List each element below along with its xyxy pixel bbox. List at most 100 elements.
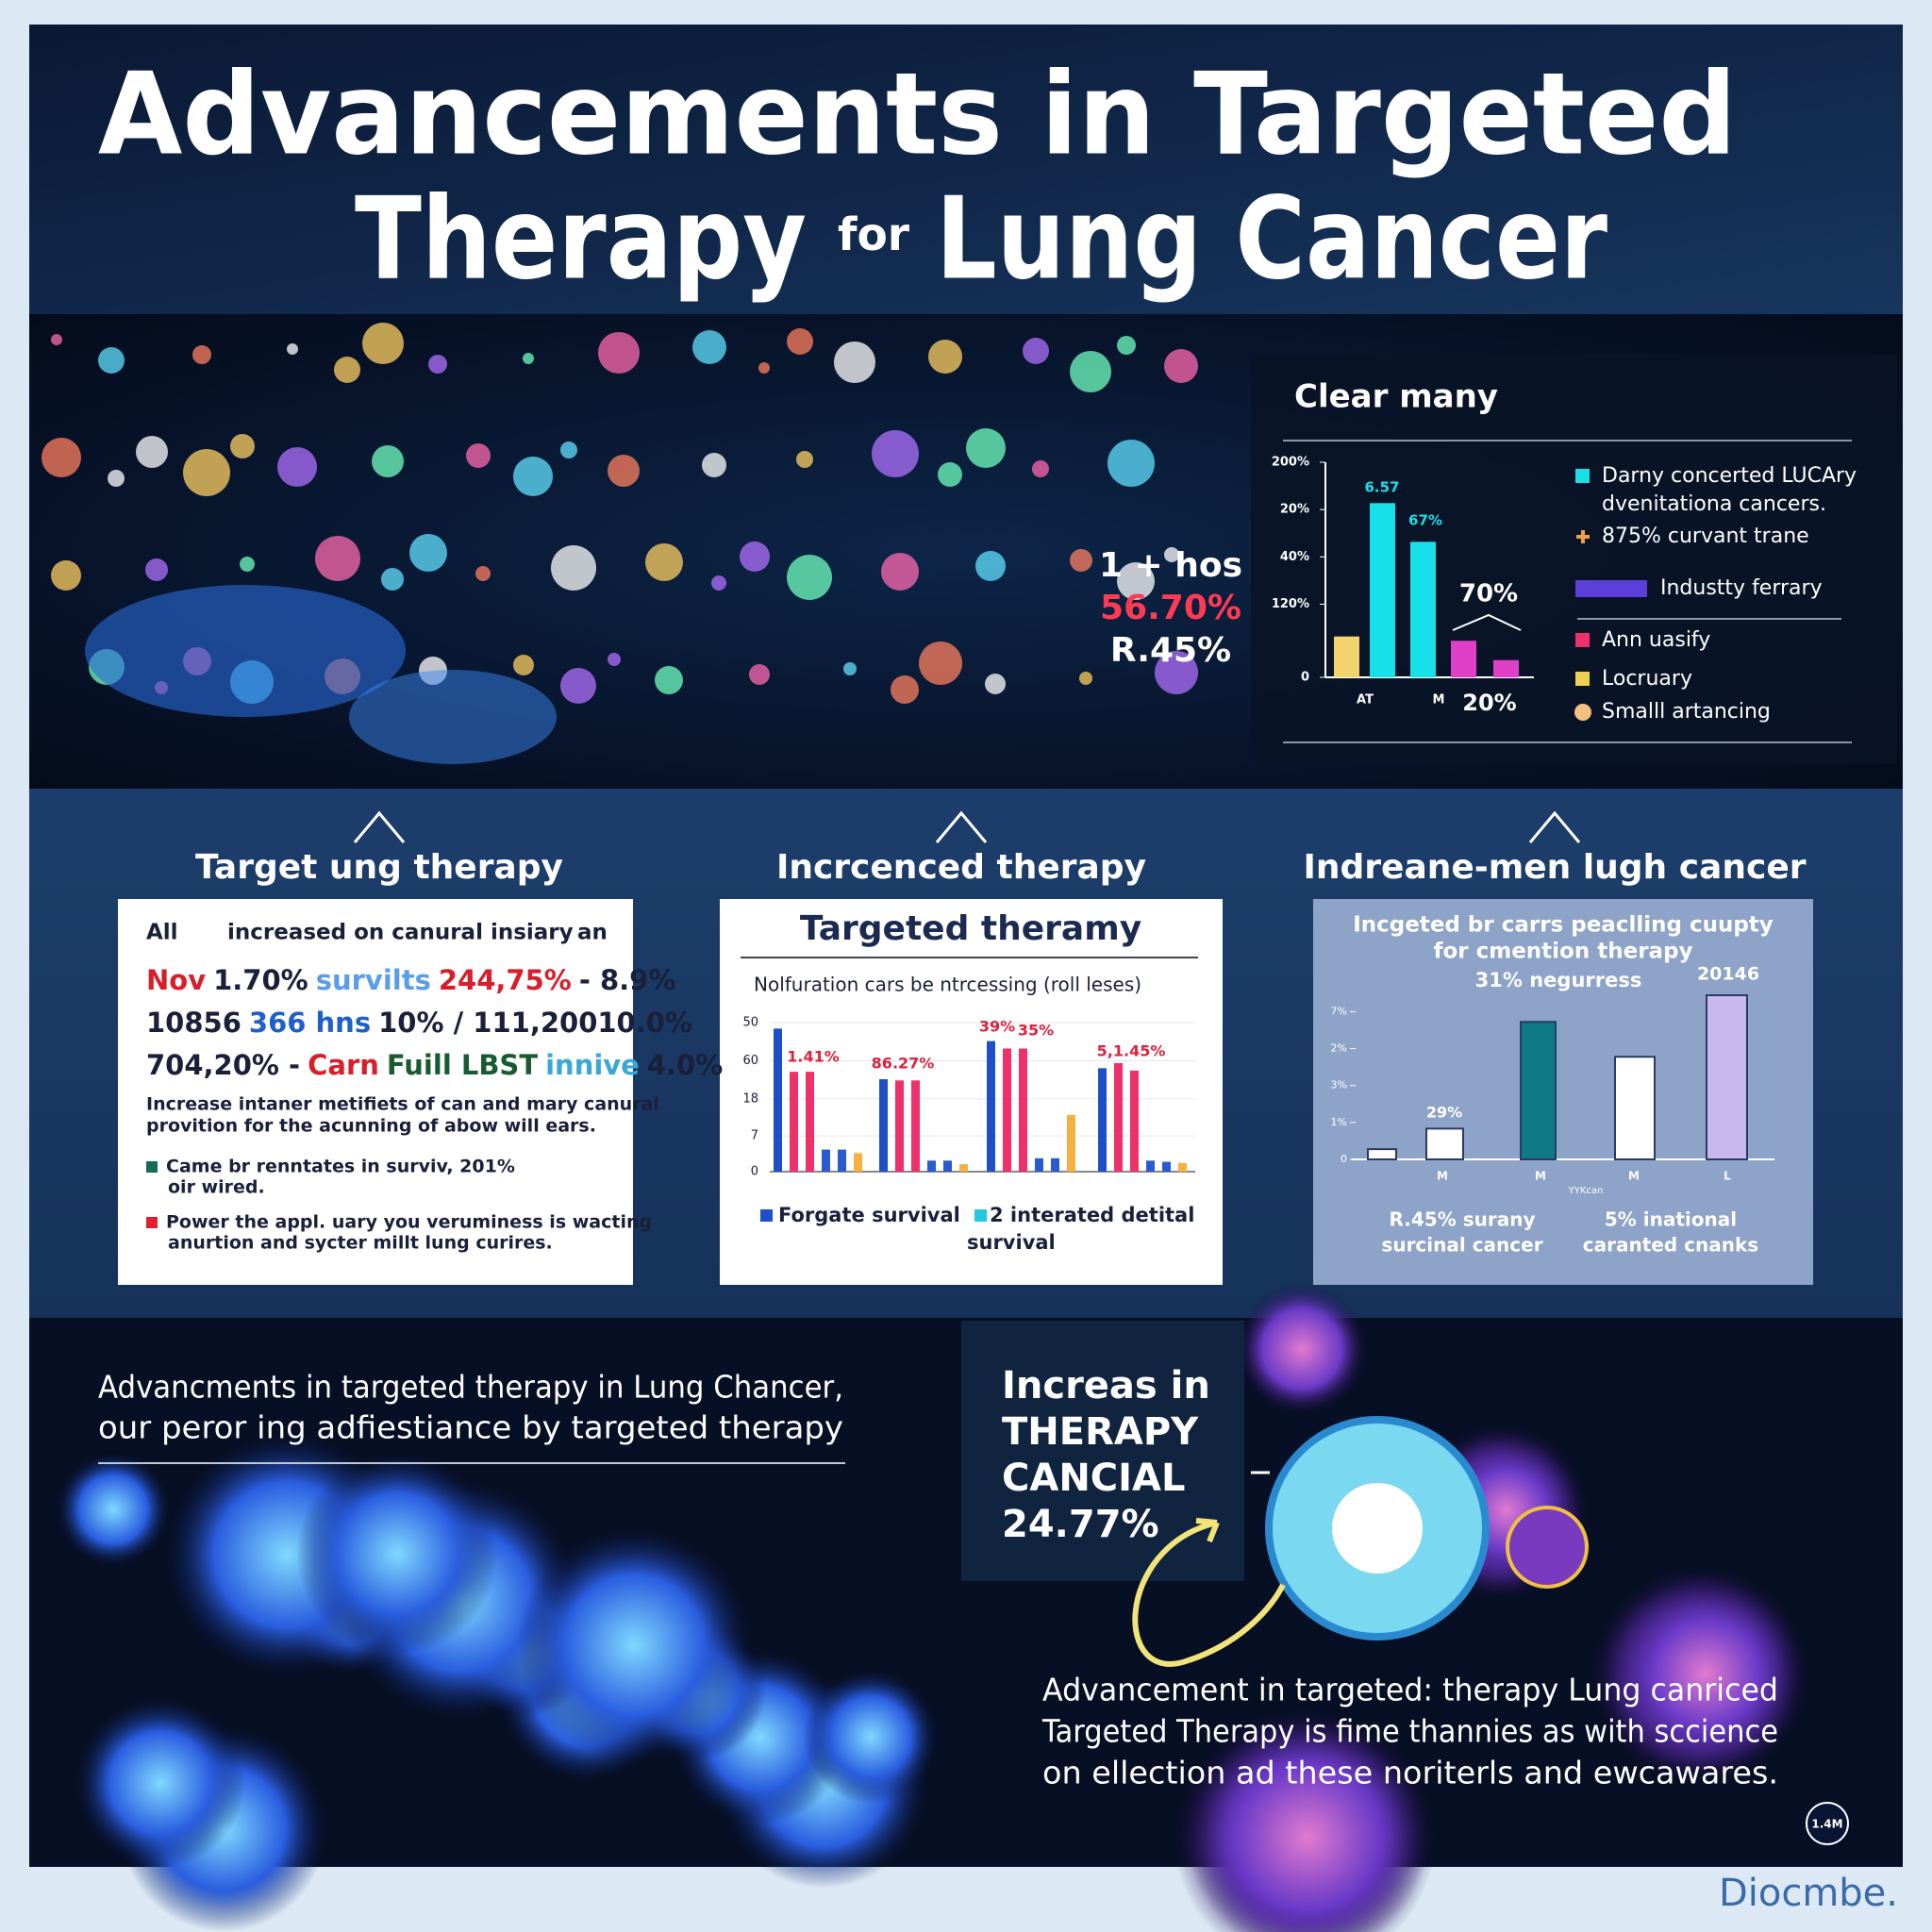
- molecule: [183, 449, 230, 496]
- x-tick-label: M: [1433, 693, 1445, 708]
- molecule: [145, 558, 168, 581]
- bullet: [146, 1161, 158, 1173]
- y-tick-label: 120%: [1272, 597, 1309, 611]
- x-tick-label: AT: [1357, 693, 1374, 708]
- y-tick-label: 50: [742, 1016, 758, 1030]
- legend-label: survival: [967, 1231, 1056, 1254]
- cell: [1187, 1717, 1428, 1932]
- x-tick-label: L: [1724, 1170, 1731, 1183]
- molecule: [598, 332, 640, 374]
- molecule: [928, 340, 962, 374]
- panel-header: All: [146, 921, 178, 945]
- molecule: [891, 675, 919, 704]
- bar: [1051, 1158, 1059, 1172]
- legend-marker: [1576, 530, 1590, 543]
- bullet-text: Power the appl. uary you veruminess is w…: [166, 1212, 652, 1233]
- callout-text: THERAPY: [1002, 1410, 1199, 1454]
- molecule: [287, 343, 298, 355]
- stat-segment: Carn: [308, 1049, 379, 1081]
- molecule: [843, 662, 857, 675]
- molecule: [645, 543, 683, 581]
- panel-subtitle: Nolfuration cars be ntrcessing (roll les…: [754, 974, 1141, 996]
- glove: [349, 670, 557, 764]
- caption: 5% inational: [1605, 1208, 1737, 1231]
- callout-text: Increas in: [1002, 1364, 1210, 1407]
- title-band: [29, 25, 1903, 314]
- cell: [1506, 1506, 1589, 1589]
- cell: [804, 1670, 938, 1804]
- molecule: [560, 441, 577, 458]
- caret: [1528, 810, 1581, 843]
- molecule: [1032, 460, 1049, 477]
- annotation: 67%: [1408, 512, 1442, 529]
- molecule: [1108, 440, 1155, 487]
- molecule: [98, 347, 125, 374]
- molecule: [1155, 651, 1198, 694]
- stat-segment: 704,20% -: [146, 1049, 300, 1081]
- stat-segment: innive: [545, 1049, 640, 1081]
- molecule: [758, 362, 770, 374]
- molecule: [655, 666, 683, 694]
- y-tick-label: 7: [751, 1129, 758, 1143]
- panel-title: for cmention therapy: [1433, 940, 1692, 964]
- stat-segment: 10% / 111,20010.0%: [378, 1007, 692, 1039]
- glove: [85, 585, 406, 717]
- molecule: [51, 334, 62, 345]
- bullet-text: Came br renntates in surviv, 201%: [166, 1157, 515, 1177]
- annotation: 6.57: [1364, 479, 1399, 496]
- legend-label: Darny concerted LUCAry: [1602, 464, 1857, 488]
- body-text: Advancement in targeted: therapy Lung ca…: [1042, 1672, 1778, 1708]
- y-tick-label: 0: [1301, 671, 1309, 685]
- molecule: [466, 443, 491, 468]
- section-heading: Incrcenced therapy: [776, 848, 1146, 887]
- molecule: [881, 553, 919, 591]
- stat-segment: 244,75%: [439, 964, 572, 996]
- title: Therapy: [355, 175, 807, 306]
- legend-marker: [1575, 672, 1590, 686]
- molecule: [428, 355, 447, 374]
- caption: surcinal cancer: [1381, 1234, 1542, 1257]
- panel-subtitle: 31% negurress: [1475, 969, 1642, 991]
- stat-row: Nov 1.70% survilts 244,75% - 8.9%: [146, 964, 675, 996]
- annotation: 29%: [1426, 1104, 1462, 1122]
- bar: [854, 1153, 862, 1172]
- bullet-text: oir wired.: [168, 1177, 265, 1198]
- molecule: [796, 451, 813, 468]
- bar: [1520, 1021, 1557, 1161]
- y-tick-label: 0: [751, 1165, 758, 1179]
- molecule: [560, 668, 596, 704]
- molecule: [787, 555, 832, 600]
- molecule: [315, 536, 360, 581]
- x-tick-label: 20%: [1462, 690, 1516, 716]
- molecule: [1070, 351, 1111, 392]
- bar: [1035, 1158, 1043, 1172]
- molecule: [334, 357, 360, 383]
- legend-label: Smalll artancing: [1602, 700, 1771, 724]
- stat-segment: 366 hns: [249, 1007, 371, 1039]
- legend-label: Industty ferrary: [1660, 576, 1823, 600]
- bar: [1410, 541, 1436, 677]
- bar: [879, 1079, 888, 1172]
- cell: [1236, 1283, 1368, 1415]
- legend-marker: [1575, 469, 1590, 483]
- molecule: [372, 445, 404, 477]
- y-tick-label: 18: [742, 1091, 758, 1106]
- molecule: [108, 470, 125, 487]
- stat-row: 704,20% - Carn Fuill LBST innive 4.0%: [146, 1049, 723, 1081]
- legend-marker: [1575, 580, 1647, 597]
- paragraph: Increase intaner metifiets of can and ma…: [146, 1094, 659, 1115]
- molecule: [1164, 349, 1198, 383]
- footer: Diocmbe.: [1719, 1872, 1898, 1915]
- bar: [943, 1160, 952, 1172]
- x-tick-label: M: [1535, 1170, 1546, 1183]
- callout-box: [961, 1321, 1244, 1581]
- molecule: [240, 557, 255, 572]
- molecule: [1079, 672, 1092, 685]
- annotation: 70%: [1459, 580, 1518, 608]
- molecule: [1070, 549, 1092, 572]
- bullet-text: anurtion and sycter millt lung curires.: [168, 1233, 553, 1254]
- stat-segment: Fuill LBST: [387, 1049, 538, 1081]
- molecule: [513, 655, 534, 675]
- y-tick-label: 200%: [1272, 456, 1309, 470]
- arrow: [1132, 1520, 1286, 1667]
